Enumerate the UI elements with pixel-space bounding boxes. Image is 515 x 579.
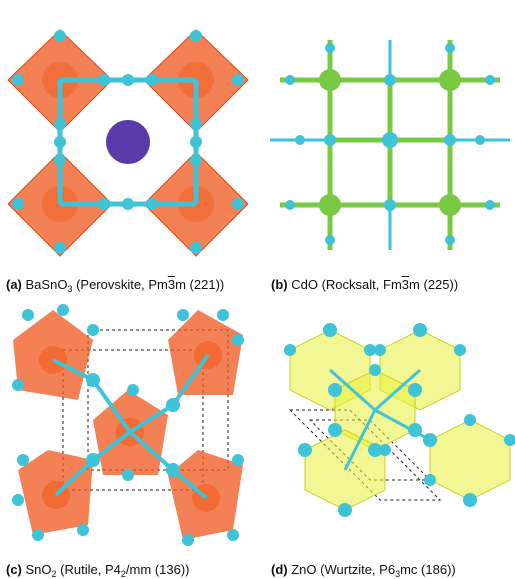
caption-a: (a) BaSnO3 (Perovskite, Pm3m (221)) — [6, 277, 225, 294]
caption-d-formula: ZnO — [291, 562, 317, 577]
panel-c-structure — [8, 300, 248, 550]
panel-a-structure — [8, 22, 248, 262]
caption-c: (c) SnO2 (Rutile, P42/mm (136)) — [6, 562, 190, 579]
caption-c-number: (136) — [154, 562, 186, 577]
caption-c-letter: (c) — [6, 562, 22, 577]
caption-c-structure: Rutile — [64, 562, 98, 577]
panel-b-structure — [270, 40, 510, 250]
caption-a-number: (221) — [189, 277, 220, 292]
panel-d-structure — [270, 310, 515, 530]
caption-b-structure: Rocksalt — [325, 277, 376, 292]
caption-b-letter: (b) — [271, 277, 288, 292]
caption-d-letter: (d) — [271, 562, 288, 577]
caption-d: (d) ZnO (Wurtzite, P63mc (186)) — [271, 562, 456, 579]
caption-a-formula: BaSnO3 — [25, 277, 73, 294]
caption-c-spacegroup: P42/mm — [104, 562, 152, 579]
caption-b: (b) CdO (Rocksalt, Fm3m (225)) — [271, 277, 459, 292]
caption-b-spacegroup: Fm3m — [383, 277, 420, 292]
caption-d-number: (186) — [421, 562, 452, 577]
caption-c-formula: SnO2 — [25, 562, 57, 579]
cdo-structure-image — [270, 40, 510, 250]
zno-structure-image — [284, 323, 515, 517]
basno3-structure-image — [8, 29, 248, 257]
caption-d-structure: Wurtzite — [324, 562, 372, 577]
caption-b-number: (225) — [423, 277, 454, 292]
caption-d-spacegroup: P63mc — [379, 562, 418, 579]
caption-b-formula: CdO — [291, 277, 318, 292]
sno2-structure-image — [12, 304, 244, 546]
caption-a-letter: (a) — [6, 277, 22, 292]
ba-atom — [106, 120, 150, 164]
caption-a-spacegroup: Pm3m — [148, 277, 186, 292]
caption-a-structure: Perovskite — [80, 277, 142, 292]
